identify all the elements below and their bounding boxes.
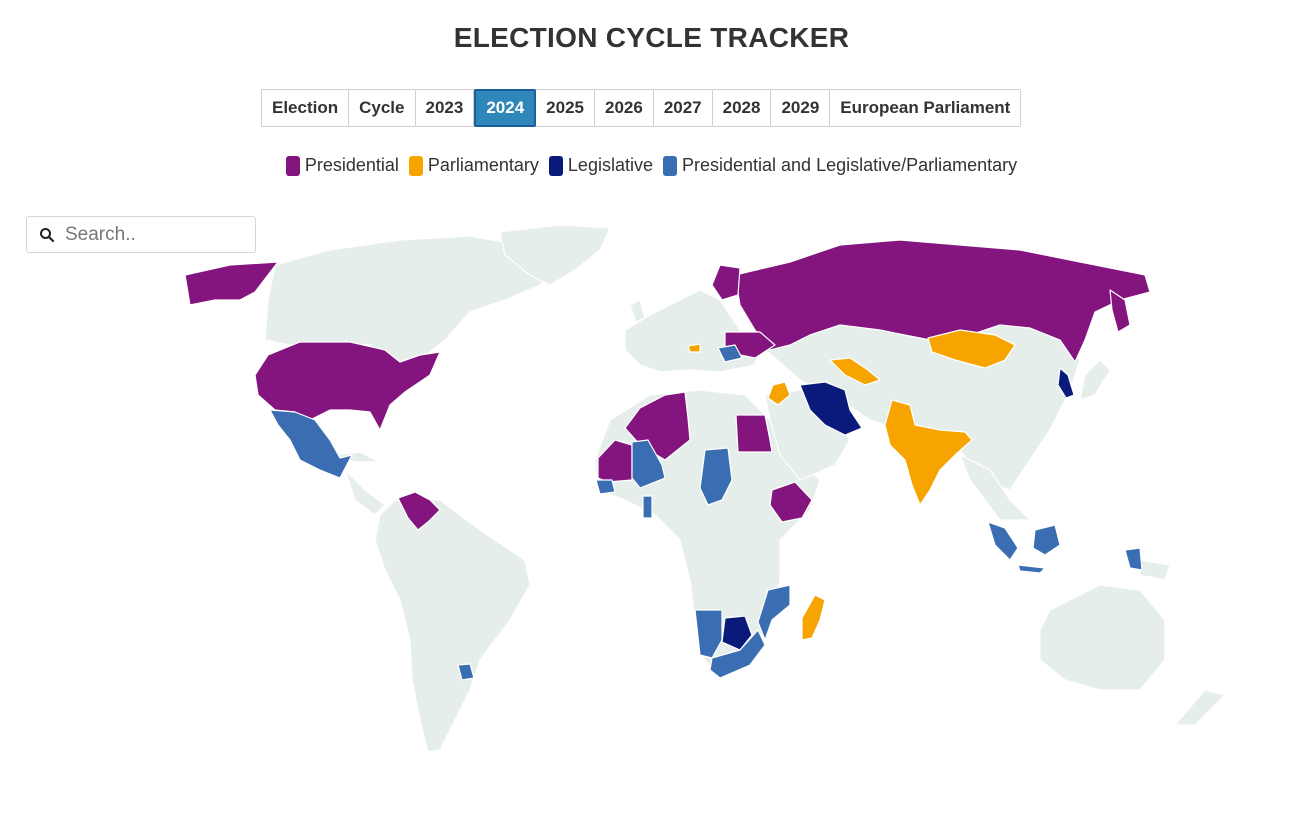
country-india[interactable]	[884, 399, 973, 506]
legend-swatch-parliamentary	[408, 155, 423, 176]
country-romania[interactable]	[717, 344, 743, 363]
legend-label: Presidential	[304, 155, 399, 175]
country-madagascar[interactable]	[801, 594, 826, 641]
search-input[interactable]	[63, 222, 247, 247]
year-tabs: Election Cycle 2023 2024 2025 2026 2027 …	[261, 89, 1022, 127]
country-ghana[interactable]	[642, 495, 653, 519]
country-central-america[interactable]	[344, 469, 386, 516]
tab-2025[interactable]: 2025	[536, 90, 595, 126]
legend-swatch-presidential-and-legislative	[662, 155, 677, 176]
country-mauritania[interactable]	[597, 439, 633, 483]
country-uzbekistan[interactable]	[829, 357, 881, 386]
country-syria[interactable]	[767, 381, 791, 406]
country-indonesia-java[interactable]	[1017, 564, 1046, 574]
country-namibia[interactable]	[694, 609, 723, 659]
country-uruguay[interactable]	[457, 663, 475, 681]
tab-2028[interactable]: 2028	[712, 90, 772, 126]
country-japan[interactable]	[1079, 359, 1111, 401]
country-mozambique[interactable]	[757, 584, 791, 641]
tab-2029[interactable]: 2029	[771, 90, 831, 126]
country-south-korea[interactable]	[1057, 367, 1075, 399]
legend-swatch-legislative	[548, 155, 563, 176]
tab-election[interactable]: Election	[262, 90, 350, 126]
world-map	[184, 224, 1226, 753]
tab-european-parliament[interactable]: European Parliament	[830, 90, 1021, 126]
country-egypt[interactable]	[735, 414, 773, 453]
country-russia[interactable]	[734, 239, 1151, 363]
page-title: ELECTION CYCLE TRACKER	[453, 22, 850, 53]
combined-countries	[269, 344, 1143, 681]
country-indonesia-sumatra[interactable]	[987, 521, 1019, 561]
tab-cycle[interactable]: Cycle	[349, 90, 416, 126]
country-southeast-asia[interactable]	[959, 454, 1031, 521]
country-iran[interactable]	[799, 381, 863, 436]
legend-item-presidential-and-legislative[interactable]: Presidential and Legislative/Parliamenta…	[662, 155, 1018, 176]
country-kamchatka[interactable]	[1109, 289, 1131, 333]
tab-2027[interactable]: 2027	[653, 90, 713, 126]
country-australia[interactable]	[1039, 584, 1166, 691]
country-senegal[interactable]	[595, 479, 616, 495]
country-south-africa[interactable]	[709, 629, 766, 679]
legend: Presidential Parliamentary Legislative P…	[0, 155, 1295, 176]
country-indonesia-borneo[interactable]	[1032, 524, 1061, 556]
tab-2024[interactable]: 2024	[474, 89, 537, 127]
legend-swatch-presidential	[285, 155, 300, 176]
country-mali[interactable]	[631, 439, 666, 489]
country-papua-new-guinea[interactable]	[1139, 559, 1171, 581]
legend-item-parliamentary[interactable]: Parliamentary	[408, 155, 539, 176]
legend-item-presidential[interactable]: Presidential	[285, 155, 399, 176]
country-chad[interactable]	[699, 447, 733, 506]
search-icon	[40, 227, 55, 242]
presidential-countries	[184, 239, 1151, 531]
country-new-zealand[interactable]	[1174, 689, 1226, 726]
legend-label: Parliamentary	[427, 155, 539, 175]
search-box[interactable]	[26, 216, 256, 253]
legislative-countries	[721, 367, 1075, 651]
parliamentary-countries	[687, 329, 1016, 641]
tab-2026[interactable]: 2026	[594, 90, 654, 126]
country-mongolia[interactable]	[927, 329, 1016, 369]
legend-label: Presidential and Legislative/Parliamenta…	[681, 155, 1018, 175]
country-greenland[interactable]	[499, 224, 611, 286]
country-mexico[interactable]	[269, 409, 353, 479]
country-south-america[interactable]	[374, 499, 531, 753]
country-alaska[interactable]	[184, 261, 279, 306]
country-ethiopia[interactable]	[769, 481, 813, 523]
tab-2023[interactable]: 2023	[415, 90, 475, 126]
country-finland[interactable]	[711, 264, 741, 301]
legend-label: Legislative	[567, 155, 653, 175]
country-uk[interactable]	[629, 299, 646, 323]
country-venezuela[interactable]	[397, 491, 441, 531]
country-indonesia-east[interactable]	[1124, 547, 1143, 571]
legend-item-legislative[interactable]: Legislative	[548, 155, 653, 176]
country-croatia[interactable]	[687, 343, 701, 353]
country-canada[interactable]	[264, 235, 561, 363]
